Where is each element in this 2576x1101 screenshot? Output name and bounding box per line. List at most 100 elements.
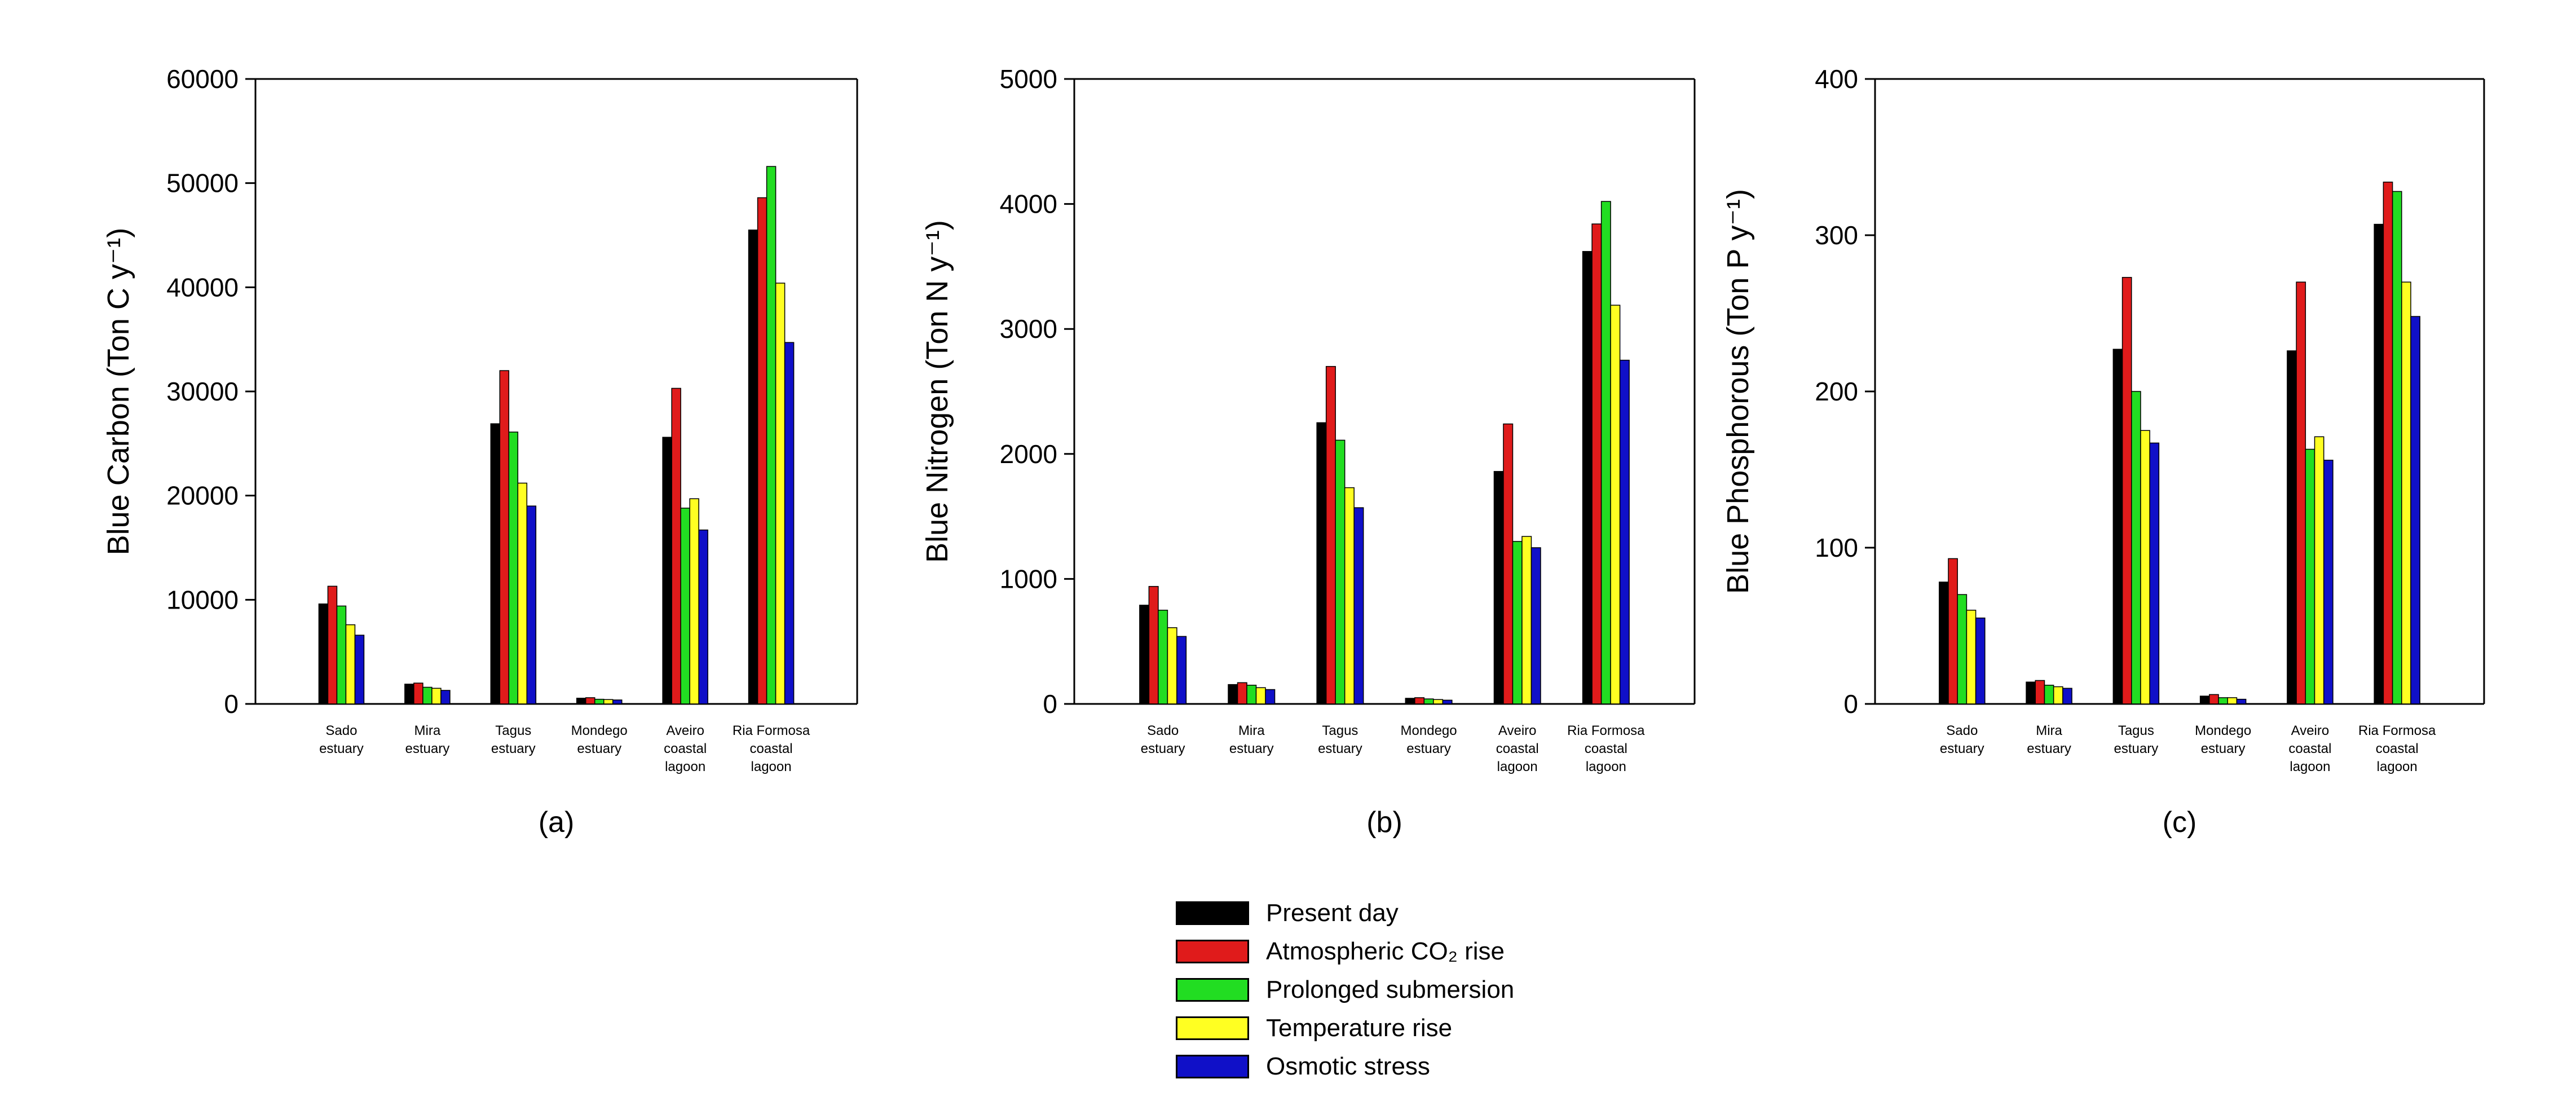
bar-mondego-estuary-prolonged-submersion [1423,698,1434,704]
x-tick-label: coastal [2288,741,2331,756]
bar-mira-estuary-present-day [404,684,414,704]
legend-label-prolonged-submersion: Prolonged submersion [1266,976,1515,1003]
bar-aveiro-coastal-lagoon-present-day [1493,471,1504,704]
bar-tagus-estuary-temperature-rise [517,482,528,704]
bar-ria-formosa-coastal-lagoon-prolonged-submersion [1600,201,1611,704]
bar-tagus-estuary-atmospheric-co2-rise [1325,365,1336,704]
bar-mondego-estuary-atmospheric-co2-rise [585,697,596,704]
legend-item-osmotic-stress: Osmotic stress [1176,1047,1514,1086]
bar-aveiro-coastal-lagoon-osmotic-stress [698,529,708,704]
bar-tagus-estuary-prolonged-submersion [508,431,519,704]
bar-sado-estuary-present-day [1139,605,1150,704]
panel-label: (c) [2163,806,2197,839]
x-tick-label: estuary [2027,741,2071,756]
x-tick-label: estuary [577,741,621,756]
bar-tagus-estuary-present-day [1316,422,1327,704]
legend-swatch-present-day [1176,901,1249,925]
y-tick-label: 4000 [1000,190,1057,219]
bar-aveiro-coastal-lagoon-prolonged-submersion [1512,541,1523,704]
x-tick-label: lagoon [665,759,705,774]
x-tick-label: estuary [2114,741,2159,756]
bar-sado-estuary-osmotic-stress [354,635,365,704]
legend-item-temperature-rise: Temperature rise [1176,1009,1514,1047]
bar-aveiro-coastal-lagoon-temperature-rise [1521,536,1532,704]
x-tick-label: Ria Formosa [1567,723,1645,738]
bar-mira-estuary-osmotic-stress [2062,688,2072,704]
x-tick-label: lagoon [1586,759,1626,774]
x-tick-label: Aveiro [666,723,704,738]
bar-sado-estuary-temperature-rise [1167,627,1177,704]
y-tick-label: 10000 [166,585,239,614]
bar-ria-formosa-coastal-lagoon-present-day [2374,223,2384,704]
bar-ria-formosa-coastal-lagoon-osmotic-stress [2410,316,2420,704]
bar-mira-estuary-prolonged-submersion [2044,685,2054,704]
bar-ria-formosa-coastal-lagoon-present-day [1582,251,1593,704]
bar-tagus-estuary-osmotic-stress [2149,442,2160,704]
y-tick-label: 50000 [166,169,239,198]
chart-panel-3: 0 100 200 300 400 Blue Phosphorous (Ton P y⁻¹… [1721,64,2485,839]
y-tick-label: 0 [224,689,239,719]
bar-sado-estuary-temperature-rise [1966,610,1977,704]
x-tick-label: lagoon [2377,759,2418,774]
y-tick-label: 200 [1815,377,1858,406]
y-tick-label: 30000 [166,377,239,406]
bar-mira-estuary-osmotic-stress [1265,689,1276,704]
bar-sado-estuary-atmospheric-co2-rise [1948,558,1958,704]
x-tick-label: Mira [414,723,441,738]
bar-tagus-estuary-prolonged-submersion [2131,391,2141,704]
bar-mondego-estuary-temperature-rise [2227,697,2238,704]
x-tick-label: Mira [2036,723,2062,738]
x-tick-label: coastal [664,741,707,756]
bar-ria-formosa-coastal-lagoon-temperature-rise [1610,305,1621,704]
bar-tagus-estuary-present-day [2112,349,2123,704]
bar-mondego-estuary-prolonged-submersion [2218,697,2228,704]
x-tick-label: Sado [1147,723,1179,738]
bar-mira-estuary-temperature-rise [2053,686,2063,704]
x-tick-label: Aveiro [1498,723,1537,738]
x-tick-label: coastal [2376,741,2419,756]
bar-aveiro-coastal-lagoon-osmotic-stress [2323,460,2334,704]
bar-ria-formosa-coastal-lagoon-temperature-rise [2401,281,2411,704]
bar-mondego-estuary-atmospheric-co2-rise [1414,697,1425,704]
x-tick-label: lagoon [2290,759,2330,774]
legend-swatch-osmotic-stress [1176,1055,1249,1078]
bar-sado-estuary-osmotic-stress [1176,636,1187,704]
bar-aveiro-coastal-lagoon-atmospheric-co2-rise [1503,423,1514,704]
x-tick-label: lagoon [1497,759,1538,774]
bar-ria-formosa-coastal-lagoon-osmotic-stress [784,342,795,704]
y-tick-label: 3000 [1000,314,1057,343]
y-tick-label: 100 [1815,533,1858,562]
x-tick-label: estuary [1229,741,1274,756]
bar-mondego-estuary-present-day [576,698,586,704]
y-tick-label: 60000 [166,64,239,94]
legend-swatch-temperature-rise [1176,1016,1249,1040]
x-tick-label: estuary [1141,741,1185,756]
panel-label: (a) [539,806,575,839]
x-tick-label: estuary [319,741,364,756]
x-tick-label: estuary [1940,741,1984,756]
bar-mira-estuary-atmospheric-co2-rise [2035,680,2045,704]
x-tick-label: Sado [1946,723,1978,738]
bar-mondego-estuary-present-day [1405,698,1415,704]
bar-aveiro-coastal-lagoon-atmospheric-co2-rise [2296,281,2306,704]
bar-ria-formosa-coastal-lagoon-atmospheric-co2-rise [2383,182,2393,704]
bar-mondego-estuary-osmotic-stress [612,699,623,704]
y-tick-label: 400 [1815,64,1858,94]
chart-panel-1: 0 10000 20000 30000 40000 50000 60000 Blue Carb… [102,64,858,839]
x-tick-label: estuary [1406,741,1451,756]
x-tick-label: Mondego [2195,723,2251,738]
x-tick-label: lagoon [751,759,792,774]
x-tick-label: estuary [405,741,450,756]
x-tick-label: coastal [1496,741,1539,756]
legend-label-temperature-rise: Temperature rise [1266,1014,1453,1042]
chart-panel-2: 0 1000 2000 3000 4000 5000 Blue Nitrogen (Ton … [920,64,1696,839]
bar-aveiro-coastal-lagoon-temperature-rise [2314,436,2324,704]
x-tick-label: coastal [750,741,793,756]
bar-mondego-estuary-prolonged-submersion [594,698,605,704]
bar-ria-formosa-coastal-lagoon-present-day [748,230,758,704]
bar-mondego-estuary-osmotic-stress [2236,698,2247,704]
bar-ria-formosa-coastal-lagoon-atmospheric-co2-rise [757,197,767,704]
bar-sado-estuary-temperature-rise [345,624,356,704]
x-tick-label: coastal [1585,741,1627,756]
y-axis-label: Blue Carbon (Ton C y⁻¹) [102,228,135,556]
